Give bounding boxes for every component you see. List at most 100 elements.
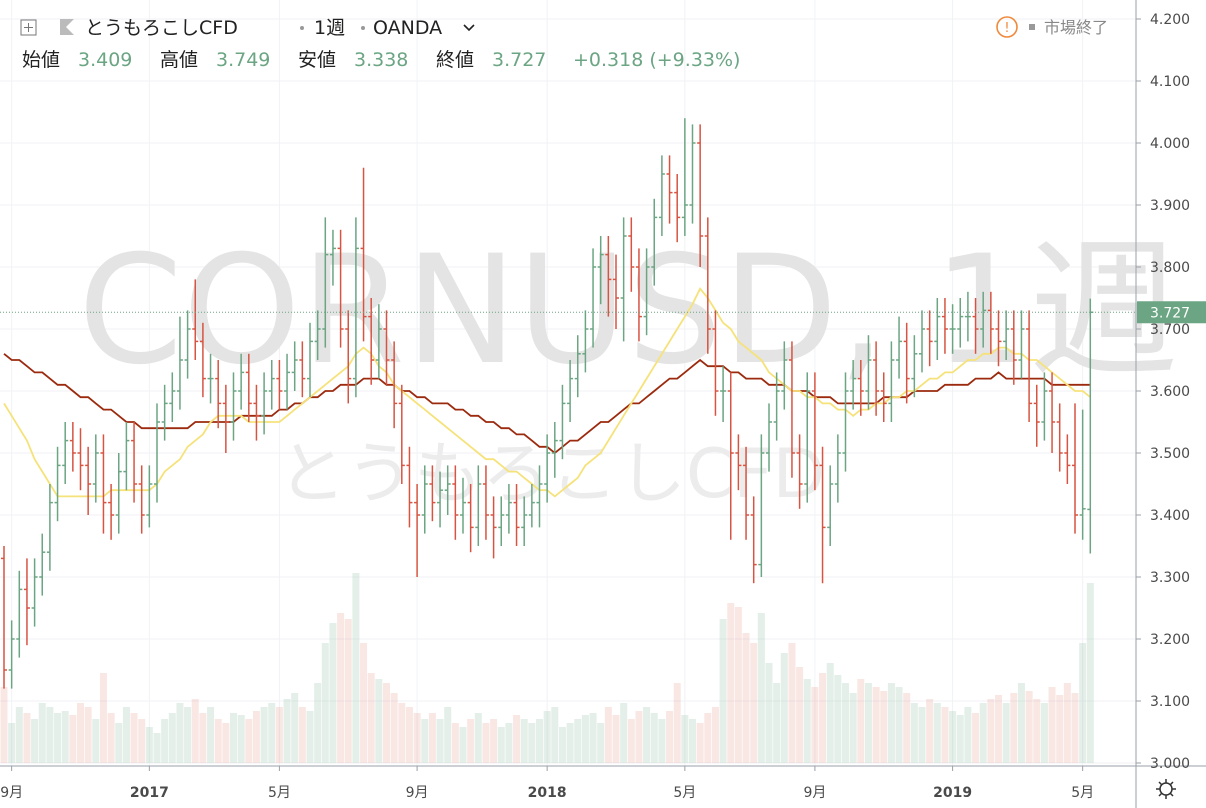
volume-bar xyxy=(742,633,750,763)
volume-bar xyxy=(337,613,345,763)
volume-bar xyxy=(474,713,482,763)
ohlc-bar xyxy=(704,217,711,354)
market-status: 市場終了 xyxy=(1044,18,1108,37)
volume-bar xyxy=(421,719,429,763)
ohlc-bar xyxy=(743,446,750,540)
volume-bar xyxy=(451,723,459,763)
volume-bar xyxy=(979,703,987,763)
symbol-flag[interactable] xyxy=(60,19,74,35)
ohlc-bar xyxy=(628,217,635,292)
ohlc-bar xyxy=(1056,403,1063,472)
volume-bar xyxy=(168,713,176,763)
dropdown-icon[interactable] xyxy=(463,24,475,32)
x-tick-label: 5月 xyxy=(268,785,291,801)
volume-bar xyxy=(803,679,811,763)
ohlc-bar xyxy=(253,384,260,441)
volume-bar xyxy=(306,711,314,763)
ohlc-bar xyxy=(934,298,941,360)
volume-bar xyxy=(757,613,765,763)
volume-bar xyxy=(1071,693,1079,763)
ohlc-bar xyxy=(238,353,245,410)
volume-bar xyxy=(207,707,215,763)
ohlc-bar xyxy=(957,298,964,348)
alert-icon[interactable] xyxy=(996,16,1018,38)
ohlc-bar xyxy=(100,434,107,534)
ohlc-bar xyxy=(513,484,520,546)
ohlc-bar xyxy=(620,217,627,342)
ohlc-bar xyxy=(528,484,535,528)
ohlc-bar xyxy=(391,341,398,429)
volume-bar xyxy=(711,707,719,763)
symbol-title[interactable]: とうもろこしCFD xyxy=(85,17,238,39)
y-tick-label: 4.000 xyxy=(1150,136,1190,152)
source[interactable]: OANDA xyxy=(373,17,442,39)
volume-bar xyxy=(23,713,31,763)
volume-bar xyxy=(275,707,283,763)
ohlc-bar xyxy=(329,229,336,286)
volume-bar xyxy=(69,715,77,763)
y-tick-label: 3.600 xyxy=(1150,384,1190,400)
volume-bar xyxy=(1079,643,1087,763)
ohlc-bar xyxy=(857,360,864,416)
ohlc-bar xyxy=(92,434,99,503)
volume-bar xyxy=(1002,703,1010,763)
low-label: 安値 xyxy=(298,49,336,71)
volume-bar xyxy=(505,723,513,763)
volume-bar xyxy=(107,713,115,763)
y-tick-label: 3.500 xyxy=(1150,446,1190,462)
ohlc-bar xyxy=(873,341,880,416)
ohlc-bar xyxy=(1026,310,1033,422)
ohlc-bar xyxy=(429,465,436,522)
ohlc-bar xyxy=(299,341,306,398)
ohlc-bar xyxy=(1010,310,1017,385)
ohlc-bar xyxy=(727,372,734,540)
volume-bar xyxy=(949,711,957,763)
volume-bar xyxy=(1025,691,1033,763)
ohlc-bar xyxy=(199,322,206,398)
ohlc-bar xyxy=(819,446,826,584)
volume-bar xyxy=(145,727,153,763)
volume-bar xyxy=(344,619,352,763)
y-tick-label: 3.700 xyxy=(1150,322,1190,338)
ohlc-bar xyxy=(498,496,505,546)
volume-bar xyxy=(719,619,727,763)
ohlc-bar xyxy=(590,248,597,348)
ohlc-bar xyxy=(460,477,466,534)
volume-bar xyxy=(620,703,628,763)
volume-bar xyxy=(31,719,39,763)
ohlc-bar xyxy=(911,335,918,398)
ohlc-bar xyxy=(613,254,619,329)
ohlc-bar xyxy=(796,434,803,509)
volume-bar xyxy=(38,703,46,763)
ohlc-bar xyxy=(169,372,176,422)
ohlc-bar xyxy=(452,465,459,540)
ohlc-bar xyxy=(651,198,658,286)
x-tick-label: 2018 xyxy=(528,785,567,801)
ohlc-bar xyxy=(964,291,971,342)
volume-bar xyxy=(99,673,107,763)
expand-icon[interactable] xyxy=(20,19,37,36)
ohlc-bar xyxy=(712,310,719,416)
volume-bar xyxy=(184,707,192,763)
interval[interactable]: 1週 xyxy=(314,17,345,39)
ohlc-bar xyxy=(995,310,1002,367)
volume-bar xyxy=(727,603,735,763)
ohlc-bar xyxy=(276,360,283,410)
ohlc-bar xyxy=(207,353,214,404)
y-tick-label: 3.000 xyxy=(1150,756,1190,772)
volume-bar xyxy=(405,707,413,763)
volume-bar xyxy=(230,713,237,763)
volume-bar xyxy=(864,683,872,763)
volume-bar xyxy=(750,643,758,763)
volume-bar xyxy=(681,715,689,763)
ohlc-bar xyxy=(421,465,428,534)
volume-bar xyxy=(314,683,322,763)
ohlc-bar xyxy=(926,310,933,367)
volume-bar xyxy=(520,719,528,763)
ohlc-bar xyxy=(903,322,910,404)
volume-bar xyxy=(788,643,796,763)
x-tick-label: 9月 xyxy=(0,785,23,801)
ohlc-bar xyxy=(437,471,444,528)
ohlc-bar xyxy=(215,360,222,429)
volume-bar xyxy=(138,719,146,763)
